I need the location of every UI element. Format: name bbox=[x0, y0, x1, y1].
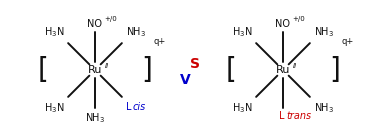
Text: q+: q+ bbox=[154, 37, 166, 46]
Text: II: II bbox=[293, 63, 297, 69]
Text: Ru: Ru bbox=[276, 65, 290, 75]
Text: NH$_3$: NH$_3$ bbox=[85, 111, 105, 125]
Text: NH$_3$: NH$_3$ bbox=[314, 25, 334, 39]
Text: [: [ bbox=[37, 56, 48, 84]
Text: ]: ] bbox=[330, 56, 341, 84]
Text: NO: NO bbox=[87, 19, 102, 29]
Text: cis: cis bbox=[133, 102, 146, 112]
Text: H$_3$N: H$_3$N bbox=[44, 101, 64, 115]
Text: H$_3$N: H$_3$N bbox=[44, 25, 64, 39]
Text: Ru: Ru bbox=[88, 65, 102, 75]
Text: ]: ] bbox=[142, 56, 152, 84]
Text: NO: NO bbox=[276, 19, 291, 29]
Text: NH$_3$: NH$_3$ bbox=[126, 25, 146, 39]
Text: q+: q+ bbox=[342, 37, 354, 46]
Text: II: II bbox=[105, 63, 109, 69]
Text: S: S bbox=[190, 57, 200, 71]
Text: NH$_3$: NH$_3$ bbox=[314, 101, 334, 115]
Text: H$_3$N: H$_3$N bbox=[232, 25, 252, 39]
Text: V: V bbox=[180, 73, 191, 87]
Text: L: L bbox=[126, 102, 132, 112]
Text: L: L bbox=[279, 111, 285, 121]
Text: [: [ bbox=[226, 56, 236, 84]
Text: trans: trans bbox=[286, 111, 311, 121]
Text: +/0: +/0 bbox=[104, 16, 117, 22]
Text: H$_3$N: H$_3$N bbox=[232, 101, 252, 115]
Text: +/0: +/0 bbox=[292, 16, 305, 22]
